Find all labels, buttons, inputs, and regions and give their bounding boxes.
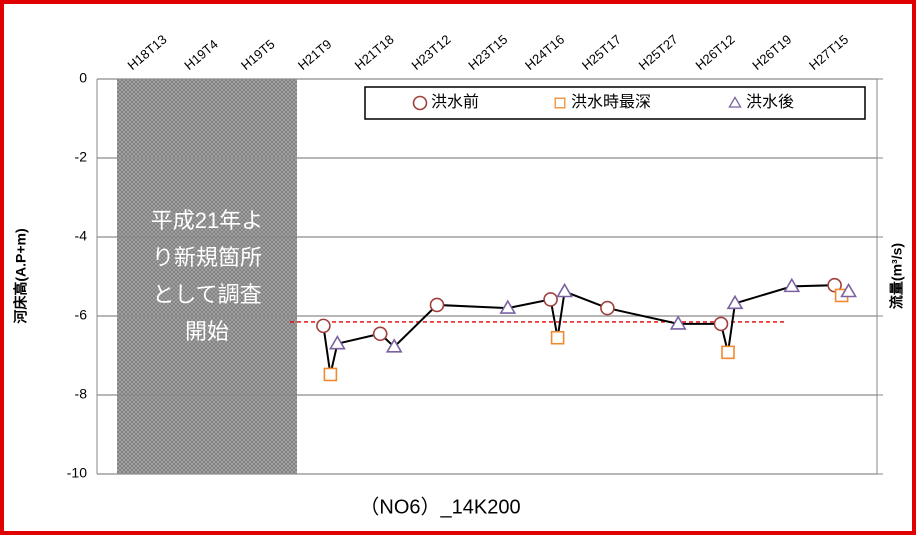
marker xyxy=(556,282,573,298)
y-tick-label: -4 xyxy=(75,228,88,244)
legend-marker xyxy=(412,95,428,111)
y-tick-label: 0 xyxy=(79,70,87,86)
marker xyxy=(840,282,857,298)
legend-label: 洪水後 xyxy=(746,93,794,111)
marker xyxy=(669,315,687,330)
marker xyxy=(827,277,842,293)
marker xyxy=(323,367,338,382)
marker xyxy=(550,330,565,345)
marker xyxy=(316,318,331,334)
y-tick-label: -10 xyxy=(67,465,87,481)
annotation: り新規箇所 xyxy=(152,245,262,270)
marker xyxy=(726,294,744,310)
marker xyxy=(372,326,388,342)
chart-title: （NO6）_14K200 xyxy=(359,495,520,518)
annotation: 開始 xyxy=(185,319,229,344)
legend-label: 洪水時最深 xyxy=(571,93,651,111)
marker xyxy=(329,335,346,350)
marker xyxy=(429,297,445,313)
marker xyxy=(783,277,801,293)
legend-marker xyxy=(554,97,566,109)
annotation: として調査 xyxy=(152,282,261,307)
y-tick-label: -8 xyxy=(75,386,88,402)
y-tick-label: -6 xyxy=(75,307,88,323)
marker xyxy=(713,316,729,332)
marker xyxy=(543,292,558,307)
marker xyxy=(385,338,403,353)
legend-marker xyxy=(728,96,742,108)
y2-axis-label: 流量(m³/s) xyxy=(889,243,905,309)
marker xyxy=(721,345,735,360)
legend-label: 洪水前 xyxy=(431,93,479,111)
shaded-region xyxy=(117,79,297,474)
marker xyxy=(600,300,615,316)
y-axis-label: 河床高(A.P+m) xyxy=(13,228,29,323)
legend-box xyxy=(364,86,866,120)
annotation: 平成21年よ xyxy=(151,208,263,233)
y-tick-label: -2 xyxy=(75,149,88,165)
marker xyxy=(499,299,517,314)
